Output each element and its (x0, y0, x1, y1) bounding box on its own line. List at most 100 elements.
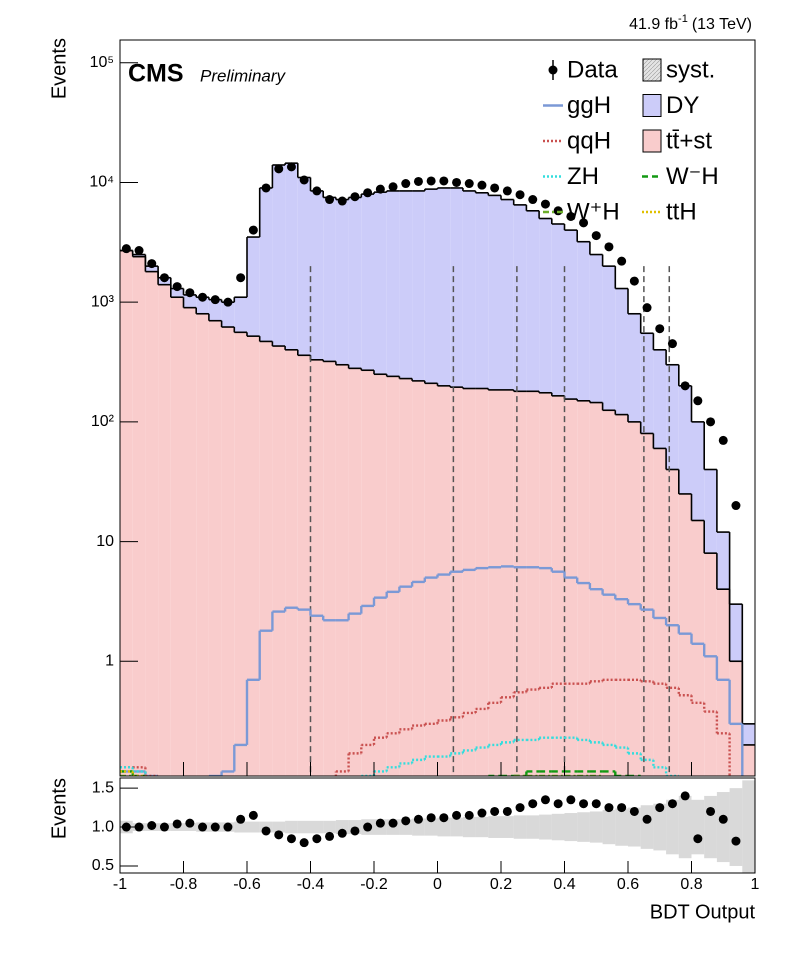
data-point (426, 176, 436, 186)
ratio-point (439, 813, 449, 823)
ratio-point (680, 791, 690, 801)
data-point (121, 244, 131, 254)
y-tick-label: 10 (96, 533, 114, 550)
stack-bar (234, 297, 247, 333)
stack-bar (386, 376, 400, 776)
x-tick-label: 1 (751, 876, 760, 893)
ratio-point (731, 836, 741, 846)
data-point (718, 435, 728, 445)
ratio-point (363, 822, 373, 832)
syst-band (589, 811, 603, 843)
data-point (642, 303, 652, 313)
ratio-point (490, 806, 500, 816)
stack-bar (589, 402, 603, 776)
stack-bar (259, 187, 273, 342)
stack-bar (716, 589, 730, 776)
stack-bar (691, 520, 705, 776)
syst-band (462, 816, 476, 838)
legend-marker (642, 129, 662, 153)
data-point (261, 183, 271, 193)
stack-bar (348, 368, 362, 776)
ratio-point (477, 808, 487, 818)
stack-bar (678, 385, 692, 494)
stack-bar (742, 723, 755, 745)
syst-band (551, 813, 565, 841)
stack-bar (501, 199, 514, 390)
data-point (172, 282, 182, 292)
ratio-point (236, 814, 246, 824)
syst-band (234, 821, 247, 833)
stack-bar (234, 332, 247, 776)
stack-bar (361, 194, 374, 371)
stack-bar (424, 383, 438, 776)
syst-band (539, 814, 552, 840)
stack-bar (183, 307, 197, 776)
legend-label: tt̄+st (666, 127, 712, 154)
stack-bar (539, 392, 552, 776)
legend-label: W⁺H (567, 198, 620, 225)
syst-band (450, 817, 463, 837)
stack-bar (412, 380, 425, 776)
x-tick-label: 0.6 (617, 876, 639, 893)
stack-bar (526, 210, 540, 392)
ratio-point (261, 826, 271, 836)
data-point (185, 288, 195, 298)
data-point (134, 246, 144, 256)
syst-band (716, 792, 730, 863)
data-point (540, 199, 550, 209)
syst-band (577, 812, 590, 842)
stack-bar (170, 297, 184, 776)
data-point (337, 196, 347, 206)
stack-bar (615, 414, 628, 776)
stack-bar (526, 391, 540, 776)
ratio-point (566, 795, 576, 805)
syst-band (501, 816, 514, 838)
stack-bar (374, 192, 387, 375)
syst-band (488, 816, 501, 838)
data-point (629, 276, 639, 286)
syst-band (742, 780, 755, 873)
legend: Data syst. ggH DY qqH tt̄+st ZH W⁻H W⁺H ttH (543, 56, 719, 225)
legend-label: ZH (567, 163, 599, 190)
stack-bar (564, 230, 578, 400)
ratio-point (223, 822, 233, 832)
data-point (312, 186, 322, 196)
data-point (655, 324, 665, 334)
data-point (464, 179, 474, 189)
stack-bar (488, 195, 501, 390)
ratio-point (350, 826, 360, 836)
data-point (248, 225, 258, 235)
y-tick-label: 10³ (91, 293, 115, 310)
ratio-point (401, 816, 411, 826)
syst-band (640, 805, 654, 849)
legend-marker (642, 58, 662, 82)
data-point (680, 381, 690, 391)
data-point (274, 164, 284, 174)
syst-band (513, 815, 527, 839)
stack-bar (640, 433, 654, 776)
stack-bar (513, 391, 527, 776)
stack-bar (462, 190, 476, 389)
x-tick-label: -0.8 (170, 876, 198, 893)
x-tick-label: 0.2 (490, 876, 512, 893)
stack-bar (678, 493, 692, 776)
stack-bar (704, 469, 717, 554)
stack-bar (310, 190, 324, 360)
data-point (490, 183, 500, 193)
lumi: 41.9 fb-1 (13 TeV) (629, 13, 752, 33)
stack-bar (551, 223, 565, 396)
syst-band (475, 816, 489, 838)
data-point (477, 180, 487, 190)
ratio-point (502, 806, 512, 816)
data-point (159, 273, 169, 283)
stack-bar (513, 204, 527, 392)
x-tick-label: -0.2 (360, 876, 388, 893)
stack-bar (335, 364, 349, 776)
stack-bar (183, 294, 197, 308)
legend-label: W⁻H (666, 163, 719, 190)
syst-band (526, 815, 540, 839)
stack-bar (475, 192, 489, 389)
ratio-point (312, 834, 322, 844)
ratio-point (413, 814, 423, 824)
